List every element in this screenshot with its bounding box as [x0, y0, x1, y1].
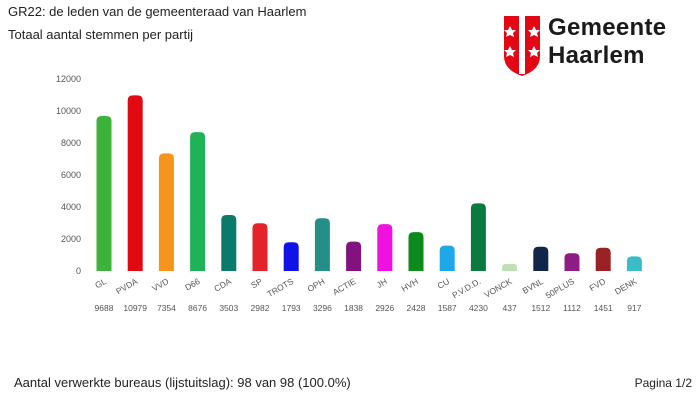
x-tick-label: JH	[375, 276, 389, 290]
x-tick-label: VONCK	[482, 276, 513, 300]
bar-actie	[346, 241, 362, 271]
logo-line-2: Haarlem	[548, 42, 645, 69]
bar-cda	[221, 214, 237, 271]
x-tick-label: P.V.D.D.	[450, 276, 482, 300]
status-text: Aantal verwerkte bureaus (lijstuitslag):…	[14, 375, 351, 390]
page-indicator: Pagina 1/2	[634, 376, 692, 390]
data-label: 3503	[219, 303, 238, 313]
chart-title: GR22: de leden van de gemeenteraad van H…	[8, 4, 307, 19]
data-label: 4230	[469, 303, 488, 313]
x-tick-label: BVNL	[521, 276, 545, 296]
chart-subtitle: Totaal aantal stemmen per partij	[8, 27, 193, 42]
data-label: 1451	[594, 303, 613, 313]
x-tick-label: HVH	[399, 276, 420, 294]
bar-pvda	[127, 95, 143, 271]
data-label: 3296	[313, 303, 332, 313]
bar-d66	[190, 132, 206, 271]
data-label: 437	[503, 303, 517, 313]
data-label: 1793	[282, 303, 301, 313]
bar-sp	[252, 223, 268, 271]
x-tick-label: SP	[249, 276, 264, 290]
data-label: 7354	[157, 303, 176, 313]
bar-hvh	[408, 232, 424, 271]
data-label: 917	[627, 303, 641, 313]
haarlem-coat-of-arms-icon	[504, 16, 540, 76]
data-label: 2428	[407, 303, 426, 313]
x-tick-label: VVD	[150, 276, 170, 293]
bar-trots	[283, 242, 299, 271]
bar-gl	[96, 115, 112, 271]
y-tick-label: 2000	[61, 234, 81, 244]
x-tick-label: ACTIE	[331, 276, 358, 297]
data-label: 9688	[95, 303, 114, 313]
y-tick-label: 6000	[61, 170, 81, 180]
x-tick-label: D66	[183, 276, 202, 293]
x-tick-label: PVDA	[114, 276, 139, 296]
data-label: 1112	[563, 303, 581, 313]
y-tick-label: 10000	[56, 106, 81, 116]
x-tick-label: 50PLUS	[544, 276, 577, 301]
data-label: 1512	[531, 303, 550, 313]
y-tick-label: 4000	[61, 202, 81, 212]
bar-jh	[377, 224, 393, 271]
data-label: 1587	[438, 303, 457, 313]
bar-cu	[439, 245, 455, 271]
data-label: 1838	[344, 303, 363, 313]
bar-oph	[314, 218, 330, 271]
bar-vonck	[502, 264, 518, 271]
y-tick-label: 0	[76, 266, 81, 276]
x-tick-label: CU	[436, 276, 452, 291]
bar-pvdd	[470, 203, 486, 271]
x-tick-label: GL	[93, 276, 108, 290]
data-label: 2926	[375, 303, 394, 313]
bar-fvd	[595, 247, 611, 271]
bar-bvnl	[533, 246, 549, 271]
gemeente-haarlem-logo: Gemeente Haarlem	[500, 12, 690, 78]
x-tick-label: OPH	[305, 276, 326, 294]
data-label: 8676	[188, 303, 207, 313]
logo-line-1: Gemeente	[548, 14, 667, 41]
bar-vvd	[158, 153, 174, 271]
bar-denk	[626, 256, 642, 271]
x-tick-label: DENK	[613, 276, 639, 297]
bar-50plus	[564, 253, 580, 271]
x-tick-label: TROTS	[265, 276, 295, 299]
y-tick-label: 12000	[56, 74, 81, 84]
x-tick-label: CDA	[212, 276, 233, 294]
x-tick-label: FVD	[587, 276, 607, 293]
data-label: 10979	[123, 303, 147, 313]
data-label: 2982	[251, 303, 270, 313]
y-tick-label: 8000	[61, 138, 81, 148]
